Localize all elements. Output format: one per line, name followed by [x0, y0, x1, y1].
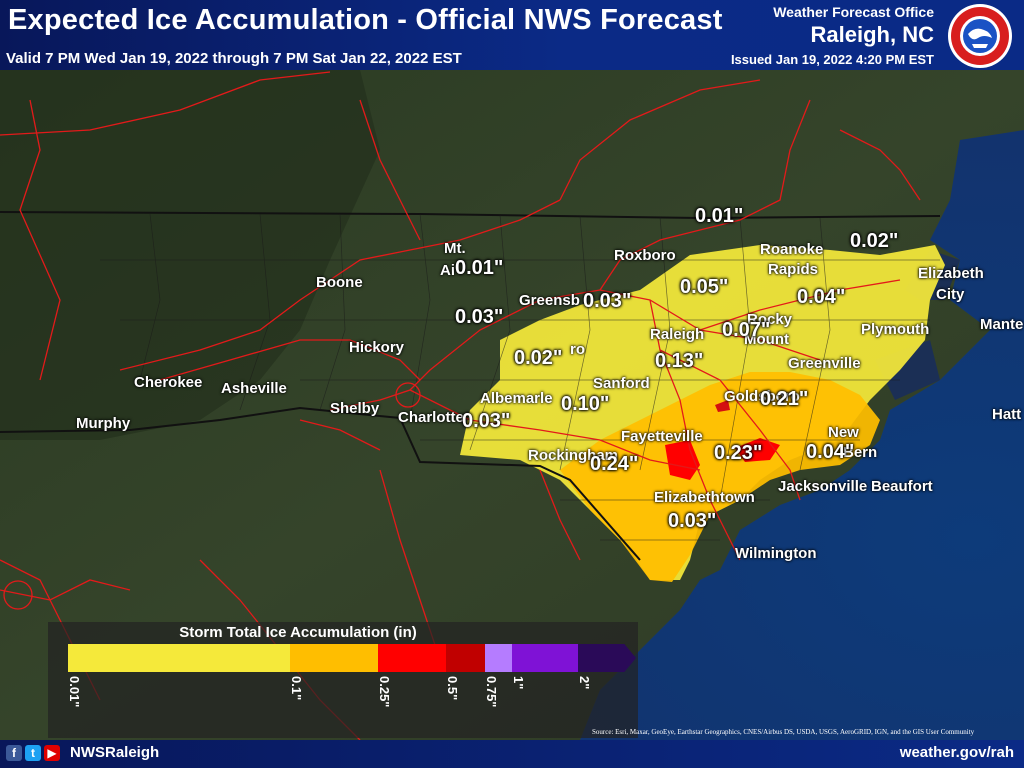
ice-amount-label: 0.03" — [583, 290, 632, 312]
ice-amount-label: 0.07" — [722, 319, 771, 341]
social-handle[interactable]: NWSRaleigh — [70, 744, 160, 761]
city-label: Rocky — [747, 311, 793, 328]
ice-amount-label: 0.04" — [797, 286, 846, 308]
legend-tick-label: 0.01" — [67, 676, 82, 708]
legend-color-bar — [68, 644, 638, 672]
source-credit: Source: Esri, Maxar, GeoEye, Earthstar G… — [592, 728, 975, 736]
ice-amount-label: 0.01" — [695, 205, 744, 227]
city-label: Elizabethtown — [654, 489, 755, 506]
youtube-icon[interactable]: ▶ — [44, 745, 60, 761]
twitter-icon[interactable]: t — [25, 745, 41, 761]
legend-tick-label: 1" — [511, 676, 526, 690]
legend: Storm Total Ice Accumulation (in) 0.01" 0… — [48, 622, 638, 738]
ice-amount-label: 0.03" — [668, 510, 717, 532]
city-label: Rockingham — [528, 447, 619, 464]
map-title: Expected Ice Accumulation - Official NWS… — [8, 4, 723, 36]
ice-amount-label: 0.13" — [655, 350, 704, 372]
city-label: Mt. — [444, 240, 466, 257]
ice-amount-label: 0.05" — [680, 276, 729, 298]
legend-title: Storm Total Ice Accumulation (in) — [179, 624, 417, 641]
city-label: Hickory — [349, 339, 405, 356]
ice-zone-0.25b — [735, 438, 780, 462]
legend-segment — [446, 644, 485, 672]
website-link[interactable]: weather.gov/rah — [899, 744, 1014, 761]
ice-zone-0.25c — [715, 400, 730, 412]
nws-logo-icon — [948, 4, 1012, 68]
city-label: Goldsboro — [724, 388, 800, 405]
ice-amount-label: 0.01" — [455, 257, 504, 279]
mountain-shading — [0, 70, 380, 440]
city-label: Charlotte — [398, 409, 464, 426]
legend-segment — [378, 644, 446, 672]
facebook-icon[interactable]: f — [6, 745, 22, 761]
legend-tick-label: 0.5" — [445, 676, 460, 701]
office-location: Raleigh, NC — [810, 22, 934, 47]
city-label: Wilmington — [735, 545, 817, 562]
city-label: Elizabeth — [918, 265, 984, 282]
ice-amount-label: 0.23" — [714, 442, 763, 464]
state-borders — [0, 211, 941, 561]
valid-period: Valid 7 PM Wed Jan 19, 2022 through 7 PM… — [6, 50, 462, 67]
city-label: Sanford — [593, 375, 650, 392]
city-label: City — [936, 286, 965, 303]
city-label: Boone — [316, 274, 363, 291]
city-label: ro — [570, 341, 585, 358]
city-label: Shelby — [330, 400, 380, 417]
legend-segment — [578, 644, 636, 672]
city-label: Mante — [980, 316, 1024, 333]
city-label: Ai — [440, 262, 455, 279]
legend-segment — [485, 644, 512, 672]
city-label: Jacksonville — [778, 478, 868, 495]
city-label: New — [828, 424, 859, 441]
city-label: Cherokee — [134, 374, 203, 391]
city-label: Mount — [744, 331, 789, 348]
legend-segment — [68, 644, 290, 672]
office-label: Weather Forecast Office — [773, 4, 934, 20]
city-label: Greenville — [788, 355, 861, 372]
charlotte-beltway — [395, 382, 421, 408]
legend-tick-label: 2" — [577, 676, 592, 690]
ice-amount-label: 0.24" — [590, 453, 639, 475]
ice-amount-label: 0.04" — [806, 441, 855, 463]
city-label: Asheville — [221, 380, 287, 397]
ice-zone-0.25 — [665, 440, 700, 480]
city-label: Raleigh — [650, 326, 705, 343]
social-icons: f t ▶ — [6, 745, 60, 763]
ice-zone-0.1 — [560, 372, 880, 582]
city-label: Murphy — [76, 415, 131, 432]
header-banner — [0, 0, 1024, 70]
legend-segment — [512, 644, 578, 672]
ice-amount-label: 0.03" — [462, 410, 511, 432]
city-label: Roxboro — [614, 247, 676, 264]
city-label: Beaufort — [871, 478, 933, 495]
county-lines — [100, 213, 940, 541]
city-label: Rapids — [768, 261, 819, 278]
legend-tick-label: 0.75" — [484, 676, 499, 708]
ice-amount-label: 0.02" — [850, 230, 899, 252]
city-label: Albemarle — [480, 390, 553, 407]
city-label: Roanoke — [760, 241, 824, 258]
ice-amount-label: 0.02" — [514, 347, 563, 369]
highways — [0, 71, 921, 741]
legend-tick-label: 0.1" — [289, 676, 304, 701]
city-label: Bern — [843, 444, 878, 461]
city-label: Greensb — [519, 292, 580, 309]
atlanta-beltway — [3, 580, 33, 610]
city-label: Plymouth — [861, 321, 930, 338]
legend-segment — [290, 644, 378, 672]
legend-tick-label: 0.25" — [377, 676, 392, 708]
city-label: Hatt — [992, 406, 1022, 423]
footer-banner — [0, 740, 1024, 768]
ice-amount-label: 0.03" — [455, 306, 504, 328]
city-label: Fayetteville — [621, 428, 703, 445]
ice-amount-label: 0.10" — [561, 393, 610, 415]
issued-time: Issued Jan 19, 2022 4:20 PM EST — [730, 52, 934, 67]
ice-amount-label: 0.21" — [760, 388, 809, 410]
